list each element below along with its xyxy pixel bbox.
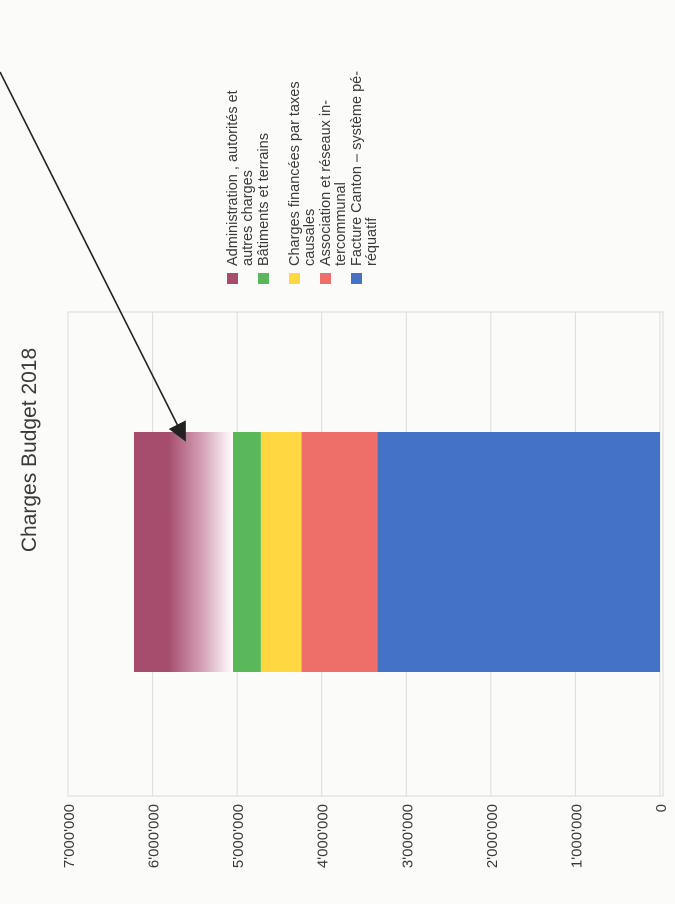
bar-segment [301, 432, 378, 672]
legend-label: Facture Canton – système pé- [349, 71, 365, 266]
tick-label: 1'000'000 [568, 804, 585, 868]
legend-label: tercommunal [333, 182, 349, 266]
tick-label: 2'000'000 [484, 804, 501, 868]
bar-segment [232, 432, 261, 672]
legend-swatch [351, 273, 362, 284]
legend-label: Bâtiments et terrains [256, 133, 272, 266]
chart-title: Charges Budget 2018 [18, 348, 41, 552]
legend-label: autres charges [240, 170, 256, 266]
legend-label: causales [302, 209, 318, 266]
annotation-arrow [0, 71, 186, 442]
tick-label: 7'000'000 [61, 804, 78, 868]
bar-segment [133, 432, 233, 672]
legend-swatch [258, 273, 269, 284]
tick-label: 5'000'000 [230, 804, 247, 868]
legend-label: Association et réseaux in- [318, 100, 334, 266]
tick-label: 3'000'000 [399, 804, 416, 868]
bar-segments [133, 432, 660, 672]
legend: Administration , autorités et autres char… [225, 71, 380, 284]
legend-label: Charges financées par taxes [287, 81, 303, 266]
legend-swatch [227, 273, 238, 284]
tick-label: 4'000'000 [315, 804, 332, 868]
legend-swatch [320, 273, 331, 284]
gridlines [67, 312, 661, 796]
tick-label: 6'000'000 [146, 804, 163, 868]
tick-label: 0 [653, 804, 670, 812]
axis-ticks: 0 1'000'000 2'000'000 3'000'000 4'000'000 5'0… [61, 804, 670, 868]
legend-swatch [289, 273, 300, 284]
legend-label: réquatif [364, 217, 380, 266]
legend-label: Administration , autorités et [225, 90, 241, 266]
bar-segment [377, 432, 660, 672]
bar-segment [260, 432, 302, 672]
